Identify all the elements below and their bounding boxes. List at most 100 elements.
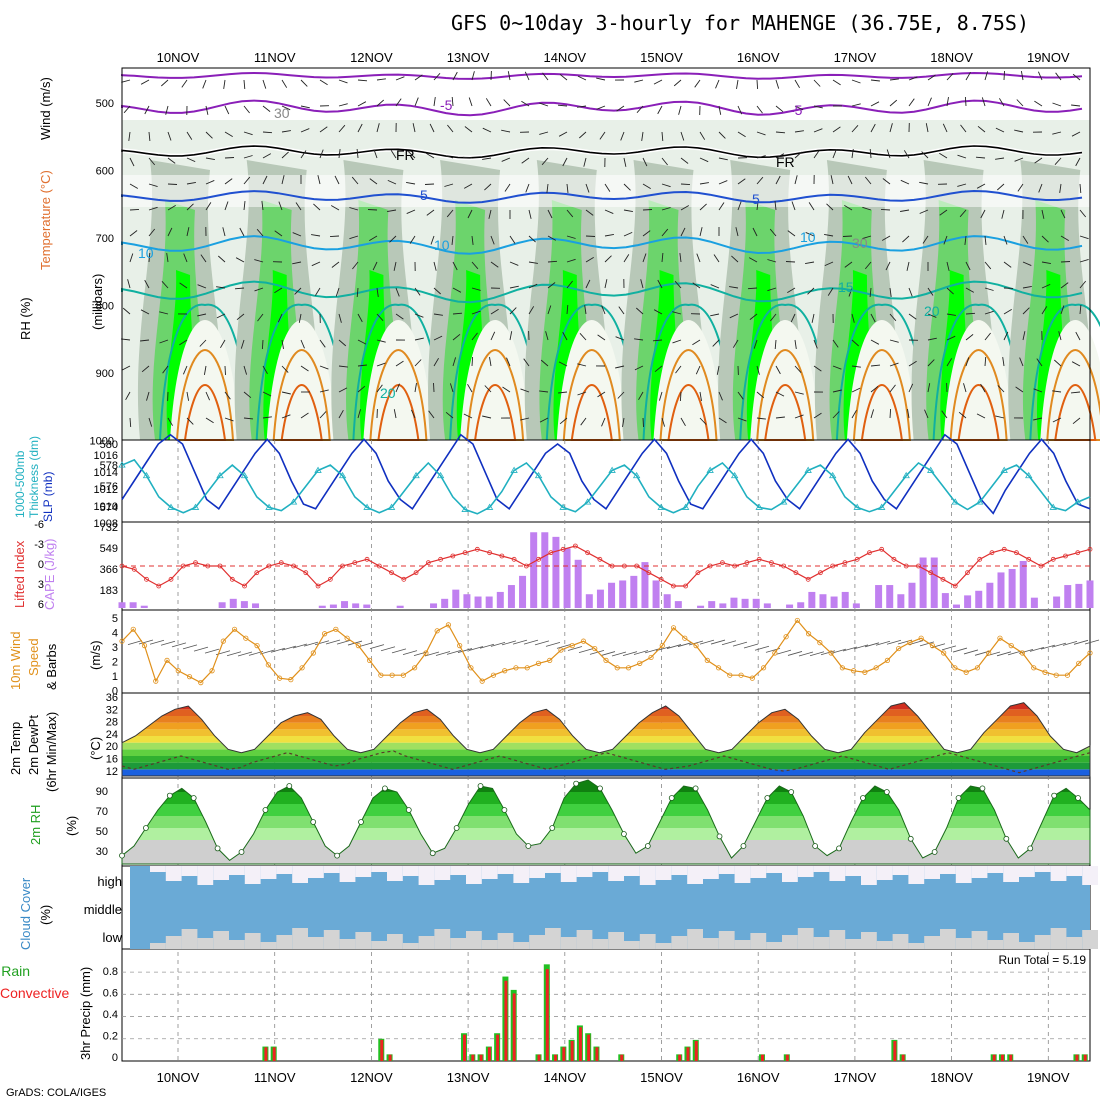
wind-barb	[376, 287, 379, 297]
wind-barb	[965, 312, 976, 315]
wind-barb	[578, 131, 587, 139]
wind-barb	[922, 235, 929, 244]
cloud-high-gap	[782, 866, 798, 882]
precip-conv-bar	[686, 1047, 690, 1061]
rh2m-point	[812, 843, 819, 849]
wind-barb	[927, 383, 931, 393]
wind-barb	[580, 417, 587, 426]
cloud-high-gap	[1003, 866, 1019, 882]
wind-barb	[547, 260, 558, 263]
wind10-point	[828, 650, 834, 656]
li-point	[891, 556, 897, 562]
wind-barb	[414, 74, 423, 81]
cloud-high-gap	[434, 866, 451, 880]
wind10-barb	[941, 645, 957, 651]
wind10-barb	[1051, 642, 1067, 648]
wind-barb	[902, 235, 910, 243]
wind-barb	[1054, 157, 1062, 166]
wind-barb	[186, 417, 194, 425]
wind10-point	[198, 679, 204, 686]
wind-barb	[585, 209, 594, 216]
wind-barb	[373, 149, 378, 159]
cape-bar	[496, 591, 504, 608]
wind-barb	[604, 233, 614, 237]
wind-barb	[262, 153, 272, 159]
wind-barb	[618, 306, 625, 315]
wind-barb	[471, 235, 474, 245]
wind-barb	[1060, 209, 1066, 219]
cloud-high-gap	[150, 866, 166, 872]
cape-bar	[441, 598, 449, 608]
wind-barb	[1075, 157, 1081, 167]
wind10-barb	[600, 651, 616, 656]
cloud-low-bar	[197, 938, 214, 949]
wind-barb	[692, 339, 701, 346]
wind-barb	[140, 79, 150, 85]
wind-barb	[528, 209, 532, 219]
wind10-point	[625, 665, 632, 671]
wind-barb	[774, 339, 777, 350]
wind-barb	[395, 76, 405, 81]
wind-barb	[199, 339, 207, 347]
wind-barb	[444, 154, 454, 159]
wind-barb	[672, 311, 682, 315]
temp-band	[122, 716, 1090, 723]
wind-barb	[509, 307, 517, 315]
wind10-speed-line	[121, 619, 1091, 684]
cape-bar	[1086, 580, 1094, 608]
wind-barb	[559, 73, 568, 81]
wind-barb	[623, 231, 633, 237]
li-point	[266, 563, 272, 569]
wind-barb	[981, 97, 986, 107]
wind-barb	[369, 235, 378, 241]
wind-barb	[395, 287, 400, 297]
wind-barb	[1052, 131, 1062, 135]
wind10-barb	[512, 639, 528, 645]
wind10-point	[997, 635, 1003, 641]
cape-bar	[507, 585, 515, 608]
wind-barb	[1071, 131, 1081, 137]
wind-barb	[352, 261, 359, 270]
wind-barb	[718, 417, 727, 424]
wind-barb	[408, 151, 416, 159]
wind10-tick: 1	[112, 671, 118, 683]
wind10-point	[1042, 669, 1048, 675]
wind-barb	[642, 157, 648, 167]
wind-barb	[261, 201, 264, 211]
thickness-point	[387, 503, 396, 510]
wind-barb	[148, 131, 151, 142]
cape-bar	[1030, 597, 1038, 608]
cloud-high-gap	[908, 866, 925, 884]
cape-bar	[797, 602, 805, 608]
wind10-point	[817, 640, 823, 646]
wind-barb	[716, 365, 720, 375]
wind-barb	[870, 409, 875, 419]
wind-barb	[451, 235, 454, 245]
li-point	[364, 556, 370, 562]
wind-barb	[520, 417, 530, 421]
precip-conv-bar	[1009, 1054, 1013, 1061]
wind-barb	[729, 313, 739, 319]
rh2m-point	[1003, 835, 1010, 842]
li-point	[205, 563, 211, 569]
wind-barb	[262, 79, 267, 89]
wind-barb	[984, 71, 989, 81]
wind-barb	[851, 79, 861, 84]
wind10-point	[141, 642, 148, 649]
li-point	[916, 563, 921, 569]
li-point	[952, 583, 958, 589]
wind10-barb	[127, 640, 143, 645]
contour-label: 10	[800, 229, 816, 245]
wind-barb	[737, 131, 746, 138]
wind-barb	[946, 287, 954, 295]
wind10-barb	[369, 644, 385, 649]
wind-barb	[908, 383, 914, 393]
wind-barb	[870, 364, 881, 367]
wind-barb	[642, 230, 651, 237]
thickness-tick: 578	[100, 460, 118, 472]
rh2m-point	[907, 835, 914, 842]
li-point	[683, 583, 689, 589]
wind10-point	[760, 665, 767, 671]
cape-bar	[630, 575, 638, 608]
wind-barb	[813, 339, 818, 349]
